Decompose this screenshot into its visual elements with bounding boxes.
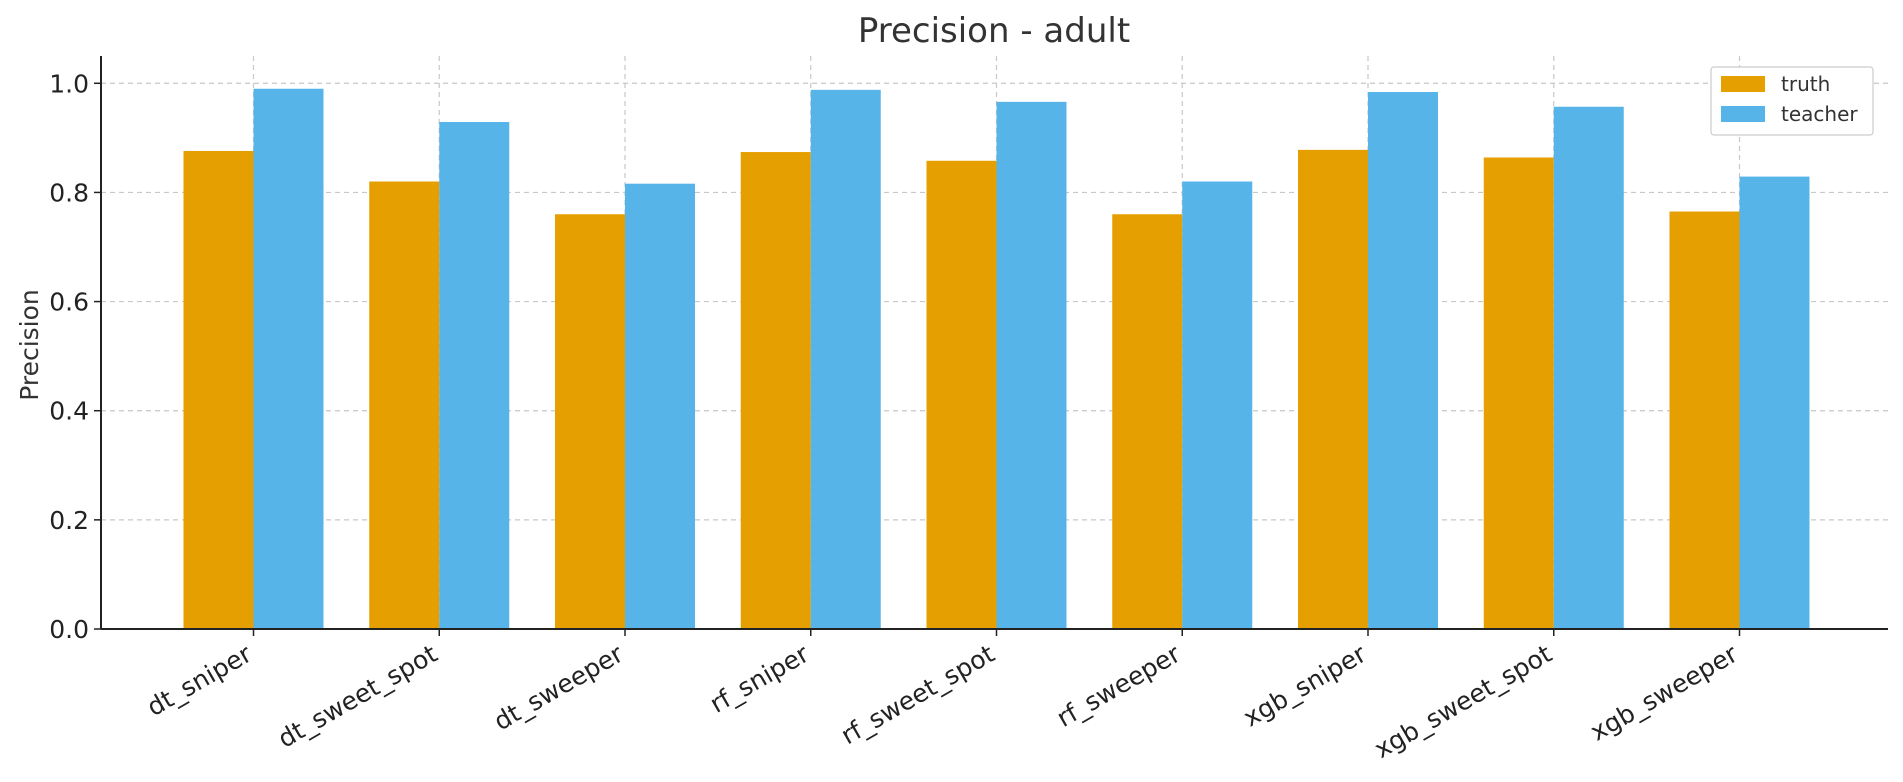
bar-teacher-dt_sniper [253, 88, 324, 629]
bar-truth-xgb_sweet_spot [1483, 157, 1554, 629]
y-axis-label: Precision [15, 289, 44, 401]
bar-teacher-rf_sniper [810, 89, 881, 629]
chart-title: Precision - adult [858, 11, 1130, 51]
legend-swatch-teacher [1721, 106, 1765, 122]
y-tick-label: 0.4 [49, 397, 89, 426]
bar-teacher-xgb_sweet_spot [1553, 106, 1624, 630]
bar-teacher-dt_sweeper [625, 183, 695, 629]
x-tick-label: rf_sweeper [1052, 639, 1186, 733]
bar-truth-rf_sweet_spot [926, 160, 997, 629]
legend-label-truth: truth [1781, 72, 1830, 96]
bar-teacher-dt_sweet_spot [439, 122, 510, 629]
legend: truth teacher [1710, 66, 1874, 136]
x-tick-label: rf_sniper [705, 639, 814, 719]
bar-teacher-rf_sweeper [1182, 181, 1253, 629]
y-ticks: 0.0 0.2 0.4 0.6 0.8 1.0 [49, 69, 101, 644]
x-tick-label: dt_sweet_spot [273, 639, 442, 754]
y-tick-label: 1.0 [49, 69, 89, 98]
bar-truth-xgb_sweeper [1669, 211, 1740, 629]
bar-truth-dt_sweeper [555, 214, 625, 629]
y-tick-label: 0.2 [49, 506, 89, 535]
bar-teacher-rf_sweet_spot [996, 101, 1067, 630]
x-tick-label: xgb_sweet_spot [1369, 639, 1556, 764]
bar-truth-rf_sniper [740, 152, 811, 629]
bar-truth-rf_sweeper [1112, 214, 1183, 629]
bar-truth-dt_sniper [183, 150, 254, 629]
x-tick-label: xgb_sweeper [1585, 639, 1743, 747]
bar-truth-xgb_sniper [1298, 149, 1368, 629]
bars [183, 88, 1810, 630]
axes [100, 56, 1888, 630]
bar-teacher-xgb_sniper [1368, 92, 1438, 629]
x-tick-label: xgb_sniper [1238, 639, 1371, 733]
x-tick-label: rf_sweet_spot [836, 639, 1000, 750]
bar-truth-dt_sweet_spot [369, 181, 440, 629]
x-tick-label: dt_sniper [142, 639, 257, 722]
x-tick-label: dt_sweeper [489, 639, 629, 736]
legend-label-teacher: teacher [1781, 102, 1858, 126]
legend-swatch-truth [1721, 76, 1765, 92]
y-tick-label: 0.0 [49, 615, 89, 644]
bar-teacher-xgb_sweeper [1739, 176, 1810, 630]
y-tick-label: 0.8 [49, 178, 89, 207]
x-ticks: dt_sniper dt_sweet_spot dt_sweeper rf_snipe… [142, 629, 1743, 764]
y-tick-label: 0.6 [49, 288, 89, 317]
